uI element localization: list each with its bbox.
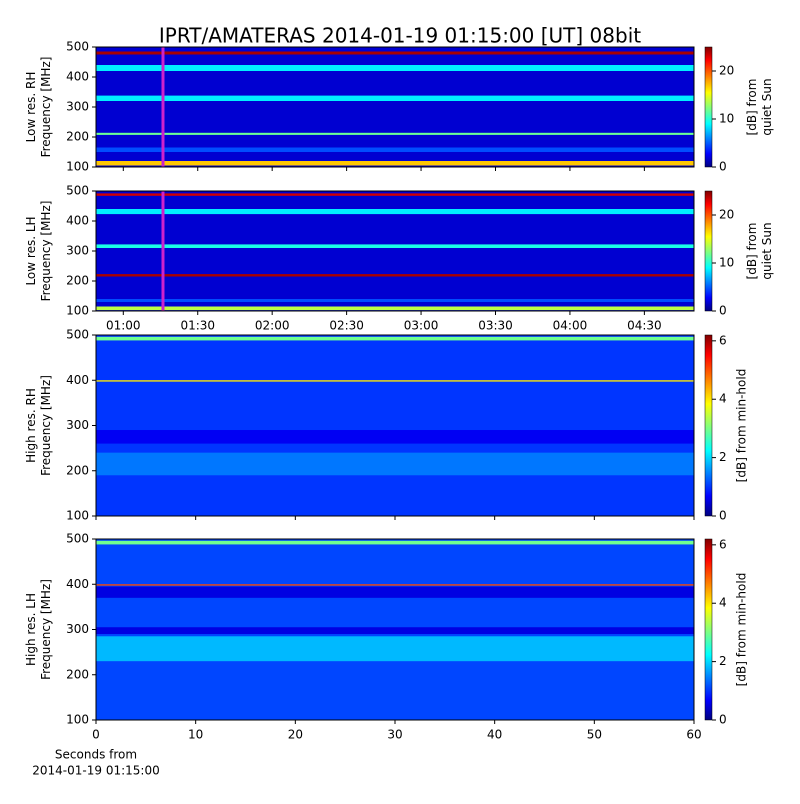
colorbar-tick-label: 0 [719, 304, 727, 318]
x-tick-label: 04:30 [627, 319, 662, 333]
heatmap-band [96, 51, 694, 55]
y-axis-label: Frequency [MHz] [39, 201, 53, 302]
heatmap-band [96, 244, 694, 248]
colorbar-tick-label: 2 [719, 450, 727, 464]
heatmap-band [96, 147, 694, 152]
x-tick-label: 0 [92, 728, 100, 742]
y-axis-label: Low res. RH [24, 72, 38, 143]
heatmap-band [96, 540, 694, 545]
colorbar-tick-label: 10 [719, 256, 734, 270]
heatmap-band [96, 306, 694, 311]
y-tick-label: 500 [66, 184, 89, 198]
y-tick-label: 300 [66, 244, 89, 258]
y-axis-label: Low res. LH [24, 216, 38, 285]
x-tick-label: 02:30 [329, 319, 364, 333]
y-tick-label: 300 [66, 100, 89, 114]
heatmap-band [96, 430, 694, 444]
figure-title: IPRT/AMATERAS 2014-01-19 01:15:00 [UT] 0… [159, 24, 641, 48]
colorbar-label: [dB] from min-hold [735, 369, 749, 483]
y-tick-label: 100 [66, 304, 89, 318]
heatmap-band [96, 627, 694, 635]
y-axis-label: Frequency [MHz] [39, 375, 53, 476]
y-axis-label: Frequency [MHz] [39, 57, 53, 158]
x-tick-label: 01:00 [106, 319, 141, 333]
heatmap-band [96, 65, 694, 71]
x-tick-label: 02:00 [255, 319, 290, 333]
x-tick-label: 60 [686, 728, 701, 742]
y-tick-label: 500 [66, 532, 89, 546]
colorbar-tick-label: 4 [719, 596, 727, 610]
colorbar-tick-label: 0 [719, 160, 727, 174]
y-tick-label: 100 [66, 160, 89, 174]
heatmap-background [96, 335, 694, 516]
x-tick-label: 20 [288, 728, 303, 742]
y-tick-label: 200 [66, 130, 89, 144]
x-tick-label: 01:30 [180, 319, 215, 333]
heatmap-band [96, 452, 694, 476]
colorbar-tick-label: 0 [719, 509, 727, 523]
colorbar-label: quiet Sun [760, 222, 774, 279]
colorbar [704, 46, 713, 168]
colorbar-tick-label: 10 [719, 112, 734, 126]
y-tick-label: 400 [66, 577, 89, 591]
y-axis-label: Frequency [MHz] [39, 579, 53, 680]
y-tick-label: 400 [66, 373, 89, 387]
colorbar-tick-label: 20 [719, 64, 734, 78]
colorbar-tick-label: 6 [719, 333, 727, 347]
y-tick-label: 300 [66, 418, 89, 432]
x-tick-label: 10 [188, 728, 203, 742]
x-tick-label: 50 [587, 728, 602, 742]
heatmap-band [96, 299, 694, 302]
y-tick-label: 200 [66, 463, 89, 477]
heatmap-band [96, 586, 694, 598]
y-axis-label: High res. LH [24, 593, 38, 666]
y-tick-label: 100 [66, 713, 89, 727]
y-tick-label: 400 [66, 214, 89, 228]
heatmap-band [96, 380, 694, 382]
y-axis-label: High res. RH [24, 388, 38, 463]
y-tick-label: 500 [66, 40, 89, 54]
y-tick-label: 500 [66, 328, 89, 342]
x-axis-label: 2014-01-19 01:15:00 [32, 764, 159, 778]
heatmap-band [96, 193, 694, 196]
heatmap-band [96, 132, 694, 135]
y-tick-label: 200 [66, 274, 89, 288]
colorbar-tick-label: 4 [719, 392, 727, 406]
heatmap-band [96, 584, 694, 586]
colorbar [704, 334, 713, 517]
y-tick-label: 400 [66, 70, 89, 84]
x-axis-label: Seconds from [55, 748, 137, 762]
colorbar-tick-label: 20 [719, 208, 734, 222]
heatmap-band [96, 636, 694, 662]
heatmap-band [96, 209, 694, 215]
x-tick-label: 03:30 [478, 319, 513, 333]
heatmap-band [96, 336, 694, 341]
colorbar-tick-label: 0 [719, 713, 727, 727]
y-tick-label: 200 [66, 667, 89, 681]
colorbar-tick-label: 2 [719, 654, 727, 668]
colorbar-label: quiet Sun [760, 78, 774, 135]
colorbar [704, 190, 713, 312]
y-tick-label: 100 [66, 509, 89, 523]
heatmap-band [96, 274, 694, 277]
colorbar-tick-label: 6 [719, 537, 727, 551]
heatmap-band [96, 161, 694, 166]
x-tick-label: 30 [387, 728, 402, 742]
colorbar [704, 538, 713, 721]
heatmap-band [96, 95, 694, 101]
colorbar-label: [dB] from min-hold [735, 573, 749, 687]
colorbar-label: [dB] from [745, 79, 759, 136]
y-tick-label: 300 [66, 622, 89, 636]
x-tick-label: 40 [487, 728, 502, 742]
x-tick-label: 04:00 [553, 319, 588, 333]
x-tick-label: 03:00 [404, 319, 439, 333]
colorbar-label: [dB] from [745, 223, 759, 280]
